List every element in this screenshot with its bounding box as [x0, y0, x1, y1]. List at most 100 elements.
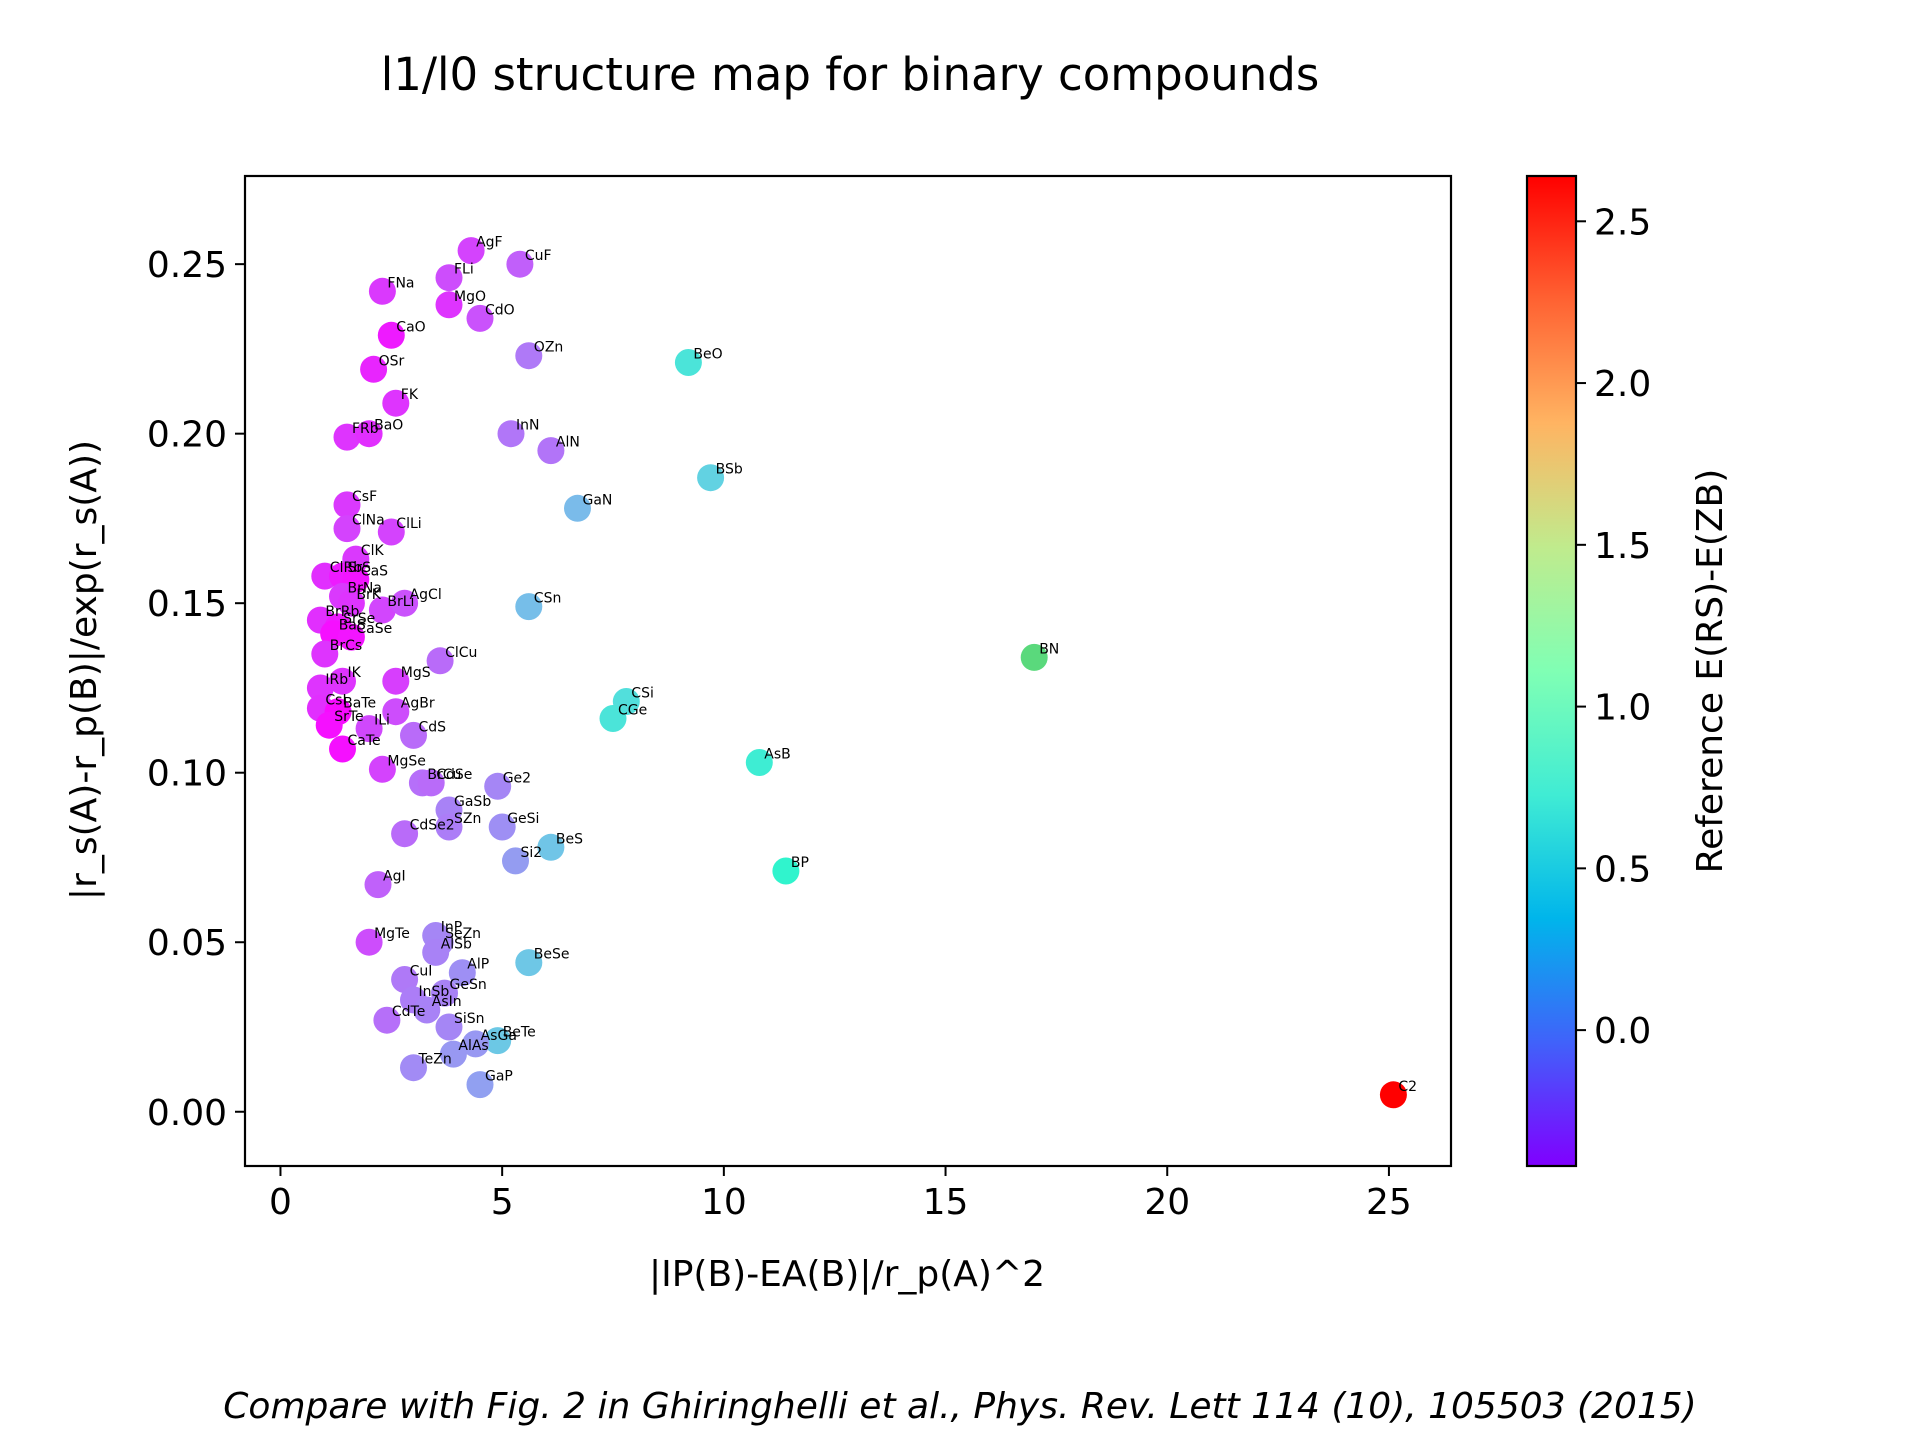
point-asga — [462, 1030, 490, 1058]
point-label: InSb — [419, 984, 450, 1000]
point-label: MgS — [401, 665, 431, 681]
point-bese — [515, 949, 543, 977]
colorbar-tick-label: 0.0 — [1594, 1011, 1651, 1052]
point-gap — [466, 1071, 494, 1099]
point-label: OZn — [534, 340, 563, 356]
point-agbr — [382, 698, 410, 726]
point-label: CsF — [352, 489, 377, 505]
point-bete — [484, 1027, 512, 1055]
point-label: SeZn — [445, 926, 481, 942]
point-label: BrCs — [330, 638, 362, 654]
point-label: CdS — [419, 719, 447, 735]
plot-area-frame — [243, 174, 1453, 1168]
point-bao — [355, 420, 383, 448]
point-label: CaS — [361, 564, 388, 580]
x-tick-label: 20 — [1144, 1182, 1190, 1223]
point-cge — [599, 705, 627, 732]
point-label: CaSe — [356, 621, 392, 637]
colorbar-tick-label: 1.5 — [1594, 526, 1651, 567]
point-mgo — [435, 291, 463, 319]
point-label: GaP — [485, 1069, 513, 1085]
point-label: BrCu — [427, 767, 461, 783]
point-label: IK — [348, 665, 362, 681]
point-sisn — [435, 1013, 463, 1041]
point-asb — [745, 749, 773, 776]
point-label: CuI — [410, 964, 433, 980]
point-label: SZn — [454, 811, 481, 827]
colorbar-ticks: 0.0 0.5 1.0 1.5 2.0 2.5 — [1576, 202, 1651, 1052]
point-ik — [329, 667, 356, 695]
point-label: AsIn — [432, 994, 462, 1010]
point-label: C2 — [1398, 1079, 1417, 1095]
point-label: BaTe — [343, 696, 376, 712]
point-label: AlAs — [458, 1038, 488, 1054]
point-szn — [435, 813, 463, 841]
point-label: ClLi — [396, 516, 421, 532]
y-tick-label: 0.15 — [147, 584, 227, 625]
point-label: BaO — [374, 418, 403, 434]
point-label: BrNa — [348, 580, 382, 596]
point-label: BP — [791, 855, 809, 871]
scatter-points — [306, 237, 1407, 1109]
y-axis-ticks: 0.00 0.05 0.10 0.15 0.20 0.25 — [147, 245, 245, 1134]
point-agi — [364, 871, 392, 899]
point-c2 — [1379, 1081, 1407, 1109]
x-axis-ticks: 0 5 10 15 20 25 — [269, 1166, 1412, 1223]
point-fna — [368, 277, 396, 305]
colorbar — [1525, 174, 1578, 1168]
point-brcs — [311, 640, 339, 668]
point-label: Ge2 — [503, 770, 531, 786]
point-label: Si2 — [521, 845, 543, 861]
point-label: AgCl — [410, 587, 442, 603]
point-label: CSi — [631, 686, 654, 702]
point-beo — [674, 349, 702, 376]
x-tick-label: 5 — [491, 1182, 514, 1223]
colorbar-tick-label: 2.5 — [1594, 202, 1651, 243]
y-tick-label: 0.10 — [147, 754, 227, 795]
point-gesn — [431, 979, 458, 1007]
x-tick-label: 25 — [1366, 1182, 1412, 1223]
point-label: SrSe — [343, 611, 375, 627]
point-label: BeO — [693, 347, 722, 363]
point-label: ClCu — [445, 645, 477, 661]
point-bsb — [697, 464, 725, 492]
point-irb — [306, 674, 334, 702]
point-inn — [497, 420, 525, 448]
colorbar-tick-label: 0.5 — [1594, 849, 1651, 890]
point-clli — [377, 518, 405, 546]
x-tick-label: 10 — [701, 1182, 747, 1223]
point-bn — [1020, 643, 1048, 671]
point-label: AsB — [764, 747, 790, 763]
point-fli — [435, 264, 463, 292]
point-label: InP — [441, 920, 462, 936]
point-bes — [537, 833, 565, 861]
colorbar-tick-label: 1.0 — [1594, 688, 1651, 729]
point-label: CdSe — [436, 767, 472, 783]
point-cdte — [373, 1006, 401, 1034]
point-label: BeSe — [534, 947, 570, 963]
point-alsb — [422, 938, 450, 966]
point-ili — [355, 715, 383, 743]
point-label: AgF — [476, 235, 503, 251]
point-label: ClK — [361, 543, 385, 559]
point-gan — [564, 494, 591, 522]
point-gesi — [488, 813, 516, 841]
point-csn — [515, 593, 543, 621]
point-label: AlN — [556, 435, 580, 451]
x-tick-label: 0 — [269, 1182, 292, 1223]
point-srte — [315, 711, 343, 739]
point-alp — [448, 959, 476, 987]
point-agcl — [391, 589, 419, 617]
point-ge2 — [484, 772, 512, 800]
point-cuf — [506, 250, 534, 278]
point-label: GeSn — [450, 977, 487, 993]
point-label: BrLi — [387, 594, 414, 610]
point-label: AgI — [383, 869, 406, 885]
point-label: SiSn — [454, 1011, 485, 1027]
colorbar-label: Reference E(RS)-E(ZB) — [1690, 469, 1731, 874]
x-axis-label: |IP(B)-EA(B)|/r_p(A)^2 — [649, 1254, 1045, 1295]
point-label: FLi — [454, 262, 474, 278]
point-label: BrK — [356, 587, 381, 603]
